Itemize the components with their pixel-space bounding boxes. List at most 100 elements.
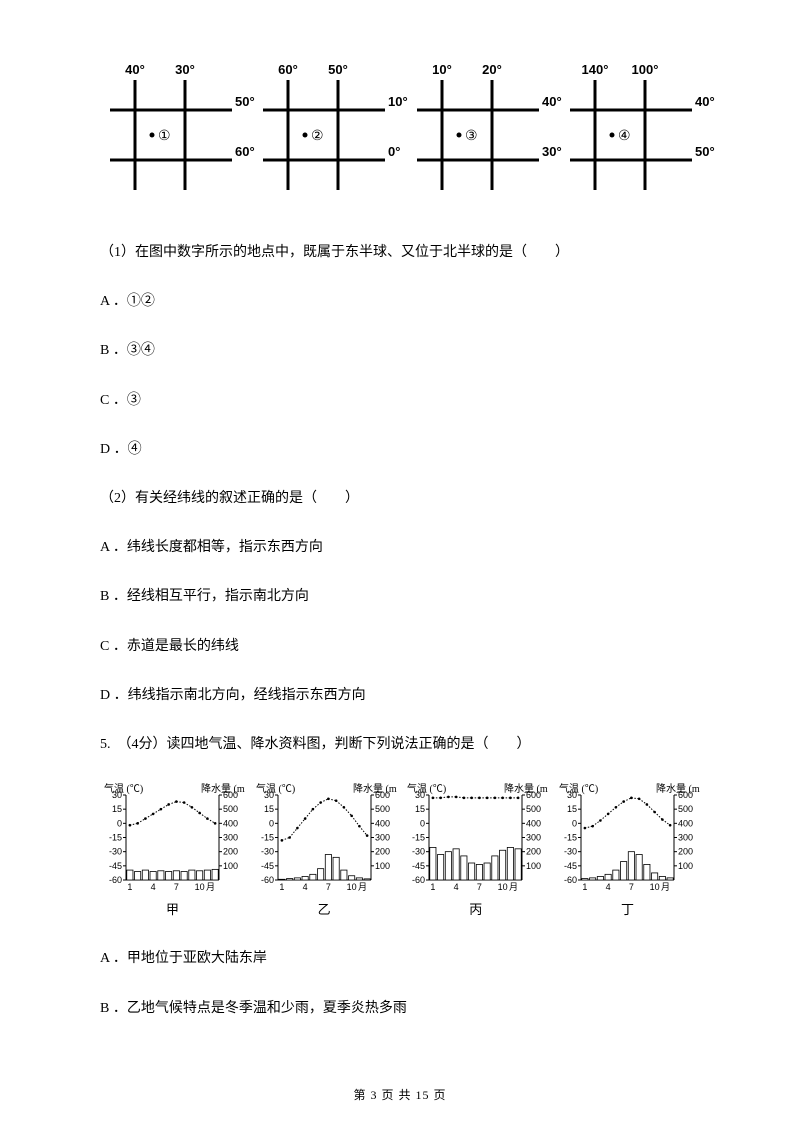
climate-row: 气温 (℃)降水量 (mm)30150-15-30-45-60600500400… bbox=[100, 781, 700, 921]
svg-text:40°: 40° bbox=[125, 62, 145, 77]
svg-text:400: 400 bbox=[223, 818, 238, 828]
grid-diagram: 140°100°40°50°④ bbox=[560, 60, 700, 200]
svg-text:1: 1 bbox=[582, 882, 587, 892]
svg-text:500: 500 bbox=[375, 804, 390, 814]
svg-text:-45: -45 bbox=[412, 861, 425, 871]
svg-text:600: 600 bbox=[526, 790, 541, 800]
svg-text:-45: -45 bbox=[261, 861, 274, 871]
q5-opt-b: B ．乙地气候特点是冬季温和少雨，夏季炎热多雨 bbox=[100, 996, 700, 1021]
svg-text:600: 600 bbox=[678, 790, 693, 800]
svg-text:-45: -45 bbox=[564, 861, 577, 871]
svg-text:气温 (℃): 气温 (℃) bbox=[559, 782, 598, 795]
svg-text:50°: 50° bbox=[695, 144, 715, 159]
svg-text:20°: 20° bbox=[482, 62, 502, 77]
svg-text:300: 300 bbox=[375, 833, 390, 843]
svg-text:7: 7 bbox=[326, 882, 331, 892]
svg-text:气温 (℃): 气温 (℃) bbox=[407, 782, 446, 795]
svg-text:10°: 10° bbox=[388, 94, 408, 109]
svg-text:40°: 40° bbox=[542, 94, 562, 109]
svg-text:10: 10 bbox=[346, 882, 356, 892]
q2-opt-c: C ．赤道是最长的纬线 bbox=[100, 634, 700, 659]
svg-text:1: 1 bbox=[431, 882, 436, 892]
svg-text:10: 10 bbox=[498, 882, 508, 892]
page: 40°30°50°60°①60°50°10°0°②10°20°40°30°③14… bbox=[0, 0, 800, 1132]
svg-text:30°: 30° bbox=[175, 62, 195, 77]
svg-text:500: 500 bbox=[526, 804, 541, 814]
svg-text:10: 10 bbox=[650, 882, 660, 892]
svg-text:④: ④ bbox=[618, 129, 631, 144]
svg-text:-15: -15 bbox=[412, 833, 425, 843]
svg-text:300: 300 bbox=[223, 833, 238, 843]
grid-diagram: 10°20°40°30°③ bbox=[407, 60, 547, 200]
svg-text:200: 200 bbox=[526, 847, 541, 857]
svg-text:300: 300 bbox=[526, 833, 541, 843]
svg-text:-30: -30 bbox=[261, 847, 274, 857]
q1-prompt: （1）在图中数字所示的地点中，既属于东半球、又位于北半球的是（ ） bbox=[100, 240, 700, 265]
svg-text:1: 1 bbox=[127, 882, 132, 892]
svg-text:7: 7 bbox=[477, 882, 482, 892]
svg-text:-60: -60 bbox=[109, 875, 122, 885]
svg-text:①: ① bbox=[158, 129, 171, 144]
svg-text:②: ② bbox=[311, 129, 324, 144]
svg-text:400: 400 bbox=[526, 818, 541, 828]
page-footer: 第 3 页 共 15 页 bbox=[0, 1085, 800, 1107]
svg-text:4: 4 bbox=[454, 882, 459, 892]
svg-text:500: 500 bbox=[223, 804, 238, 814]
svg-text:-15: -15 bbox=[109, 833, 122, 843]
svg-text:50°: 50° bbox=[328, 62, 348, 77]
svg-text:0: 0 bbox=[420, 818, 425, 828]
svg-text:-15: -15 bbox=[564, 833, 577, 843]
svg-text:-60: -60 bbox=[412, 875, 425, 885]
svg-text:40°: 40° bbox=[695, 94, 715, 109]
svg-text:-30: -30 bbox=[412, 847, 425, 857]
svg-text:10: 10 bbox=[195, 882, 205, 892]
svg-text:60°: 60° bbox=[278, 62, 298, 77]
svg-text:7: 7 bbox=[629, 882, 634, 892]
climate-caption: 丁 bbox=[555, 898, 700, 921]
svg-text:100°: 100° bbox=[632, 62, 659, 77]
svg-text:100: 100 bbox=[678, 861, 693, 871]
q1-opt-d: D ．④ bbox=[100, 437, 700, 462]
svg-text:30°: 30° bbox=[542, 144, 562, 159]
svg-text:200: 200 bbox=[223, 847, 238, 857]
q2-opt-a: A ．纬线长度都相等，指示东西方向 bbox=[100, 535, 700, 560]
svg-text:60°: 60° bbox=[235, 144, 255, 159]
svg-text:100: 100 bbox=[223, 861, 238, 871]
q2-opt-b: B ．经线相互平行，指示南北方向 bbox=[100, 584, 700, 609]
svg-text:4: 4 bbox=[302, 882, 307, 892]
q5-prompt: 5. （4分）读四地气温、降水资料图，判断下列说法正确的是（ ） bbox=[100, 732, 700, 757]
svg-text:200: 200 bbox=[375, 847, 390, 857]
svg-text:30: 30 bbox=[567, 790, 577, 800]
svg-text:30: 30 bbox=[264, 790, 274, 800]
climate-chart: 气温 (℃)降水量 (mm)30150-15-30-45-60600500400… bbox=[100, 781, 245, 921]
climate-caption: 乙 bbox=[252, 898, 397, 921]
climate-chart: 气温 (℃)降水量 (mm)30150-15-30-45-60600500400… bbox=[555, 781, 700, 921]
climate-chart: 气温 (℃)降水量 (mm)30150-15-30-45-60600500400… bbox=[403, 781, 548, 921]
grids-row: 40°30°50°60°①60°50°10°0°②10°20°40°30°③14… bbox=[100, 60, 700, 200]
svg-text:140°: 140° bbox=[582, 62, 609, 77]
q2-opt-d: D ．纬线指示南北方向，经线指示东西方向 bbox=[100, 683, 700, 708]
svg-text:月: 月 bbox=[509, 882, 518, 892]
svg-text:-45: -45 bbox=[109, 861, 122, 871]
svg-text:4: 4 bbox=[151, 882, 156, 892]
svg-text:600: 600 bbox=[375, 790, 390, 800]
svg-text:15: 15 bbox=[264, 804, 274, 814]
q2-prompt: （2）有关经纬线的叙述正确的是（ ） bbox=[100, 486, 700, 511]
svg-text:-30: -30 bbox=[109, 847, 122, 857]
svg-text:200: 200 bbox=[678, 847, 693, 857]
grid-diagram: 40°30°50°60°① bbox=[100, 60, 240, 200]
q1-opt-c: C ．③ bbox=[100, 388, 700, 413]
svg-text:1: 1 bbox=[279, 882, 284, 892]
climate-caption: 丙 bbox=[403, 898, 548, 921]
svg-text:0°: 0° bbox=[388, 144, 400, 159]
svg-text:0: 0 bbox=[572, 818, 577, 828]
svg-text:0: 0 bbox=[269, 818, 274, 828]
svg-text:400: 400 bbox=[375, 818, 390, 828]
svg-text:15: 15 bbox=[415, 804, 425, 814]
svg-text:③: ③ bbox=[465, 129, 478, 144]
svg-text:气温 (℃): 气温 (℃) bbox=[104, 782, 143, 795]
climate-chart: 气温 (℃)降水量 (mm)30150-15-30-45-60600500400… bbox=[252, 781, 397, 921]
svg-text:400: 400 bbox=[678, 818, 693, 828]
svg-text:15: 15 bbox=[112, 804, 122, 814]
svg-text:15: 15 bbox=[567, 804, 577, 814]
